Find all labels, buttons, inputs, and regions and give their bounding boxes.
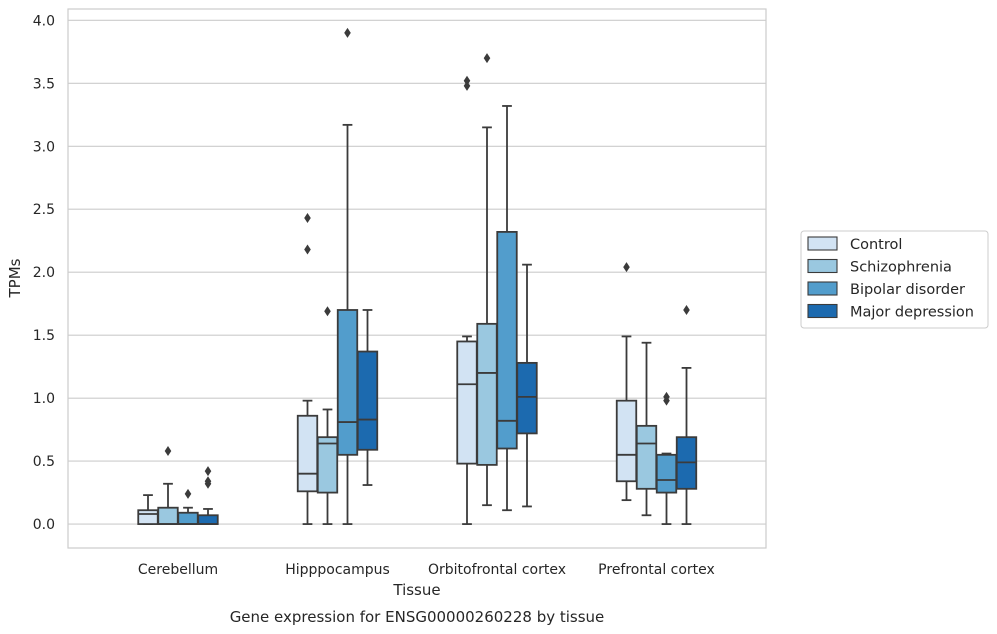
box-bipolar-disorder <box>336 27 359 525</box>
y-tick-labels: 0.0 0.5 1.0 1.5 2.0 2.5 3.0 3.5 4.0 <box>33 13 55 533</box>
x-tick-label: Prefrontal cortex <box>598 562 715 578</box>
gridlines <box>68 19 766 525</box>
iqr-box <box>296 414 319 493</box>
legend-entry: Schizophrenia <box>850 260 952 276</box>
iqr-box <box>456 340 478 465</box>
outlier-point <box>204 476 212 487</box>
box-major-depression <box>197 466 219 525</box>
boxes <box>137 27 698 525</box>
x-tick-label: Orbitofrontal cortex <box>428 562 566 578</box>
iqr-box <box>177 511 199 525</box>
legend-swatch <box>807 281 838 296</box>
y-axis-label: TPMs <box>6 258 24 298</box>
iqr-box <box>516 361 538 435</box>
box-control <box>137 494 159 525</box>
box-bipolar-disorder <box>496 105 518 512</box>
outlier-point <box>463 80 471 91</box>
box-schizophrenia <box>476 53 498 507</box>
y-tick-label: 4.0 <box>33 13 55 29</box>
iqr-box <box>615 399 638 483</box>
iqr-box <box>157 506 179 525</box>
legend-swatch <box>807 303 838 319</box>
box-major-depression <box>675 304 698 525</box>
outlier-point <box>483 53 491 64</box>
y-tick-label: 1.0 <box>33 391 55 407</box>
x-tick-labels: Cerebellum Hipppocampus Orbitofrontal cort… <box>138 562 715 578</box>
iqr-box <box>356 350 379 451</box>
outlier-point <box>324 306 331 317</box>
iqr-box <box>635 424 658 490</box>
box-schizophrenia <box>316 306 339 525</box>
y-tick-label: 2.0 <box>33 265 55 281</box>
y-tick-label: 1.5 <box>33 328 55 344</box>
box-schizophrenia <box>157 446 179 525</box>
iqr-box <box>655 453 678 494</box>
legend-swatch <box>807 236 838 251</box>
box-control <box>456 75 478 525</box>
outlier-point <box>344 27 351 38</box>
box-bipolar-disorder <box>177 488 199 525</box>
outlier-point <box>304 213 311 224</box>
iqr-box <box>137 509 159 525</box>
y-tick-label: 3.5 <box>33 76 55 92</box>
iqr-box <box>336 309 359 456</box>
outlier-point <box>164 446 172 457</box>
box-schizophrenia <box>635 341 658 517</box>
outlier-point <box>204 466 212 477</box>
y-tick-label: 0.0 <box>33 517 55 533</box>
x-tick-label: Cerebellum <box>138 562 218 578</box>
legend-entry: Bipolar disorder <box>850 282 965 298</box>
box-bipolar-disorder <box>655 391 678 525</box>
x-axis-label: Tissue <box>392 581 440 599</box>
legend-frame <box>800 230 989 329</box>
outlier-point <box>184 488 192 499</box>
legend-entry: Major depression <box>850 305 974 321</box>
box-major-depression <box>356 309 379 486</box>
outlier-point <box>463 75 471 86</box>
box-control <box>296 213 319 525</box>
y-tick-label: 2.5 <box>33 202 55 218</box>
iqr-box <box>496 231 518 450</box>
x-tick-label: Hipppocampus <box>285 562 390 578</box>
iqr-box <box>316 436 339 494</box>
outlier-point <box>663 391 670 402</box>
legend: Control Schizophrenia Bipolar disorder Majo… <box>800 230 989 329</box>
iqr-box <box>476 322 498 466</box>
chart-caption: Gene expression for ENSG00000260228 by t… <box>230 608 605 626</box>
y-tick-label: 3.0 <box>33 139 55 155</box>
outlier-point <box>304 244 311 255</box>
y-tick-label: 0.5 <box>33 454 55 470</box>
outlier-point <box>623 262 630 273</box>
plot-frame <box>67 8 767 549</box>
outlier-point <box>683 304 690 315</box>
iqr-box <box>197 514 219 525</box>
box-major-depression <box>516 263 538 508</box>
legend-swatch <box>807 258 838 274</box>
box-control <box>615 262 638 502</box>
legend-entry: Control <box>850 237 902 253</box>
